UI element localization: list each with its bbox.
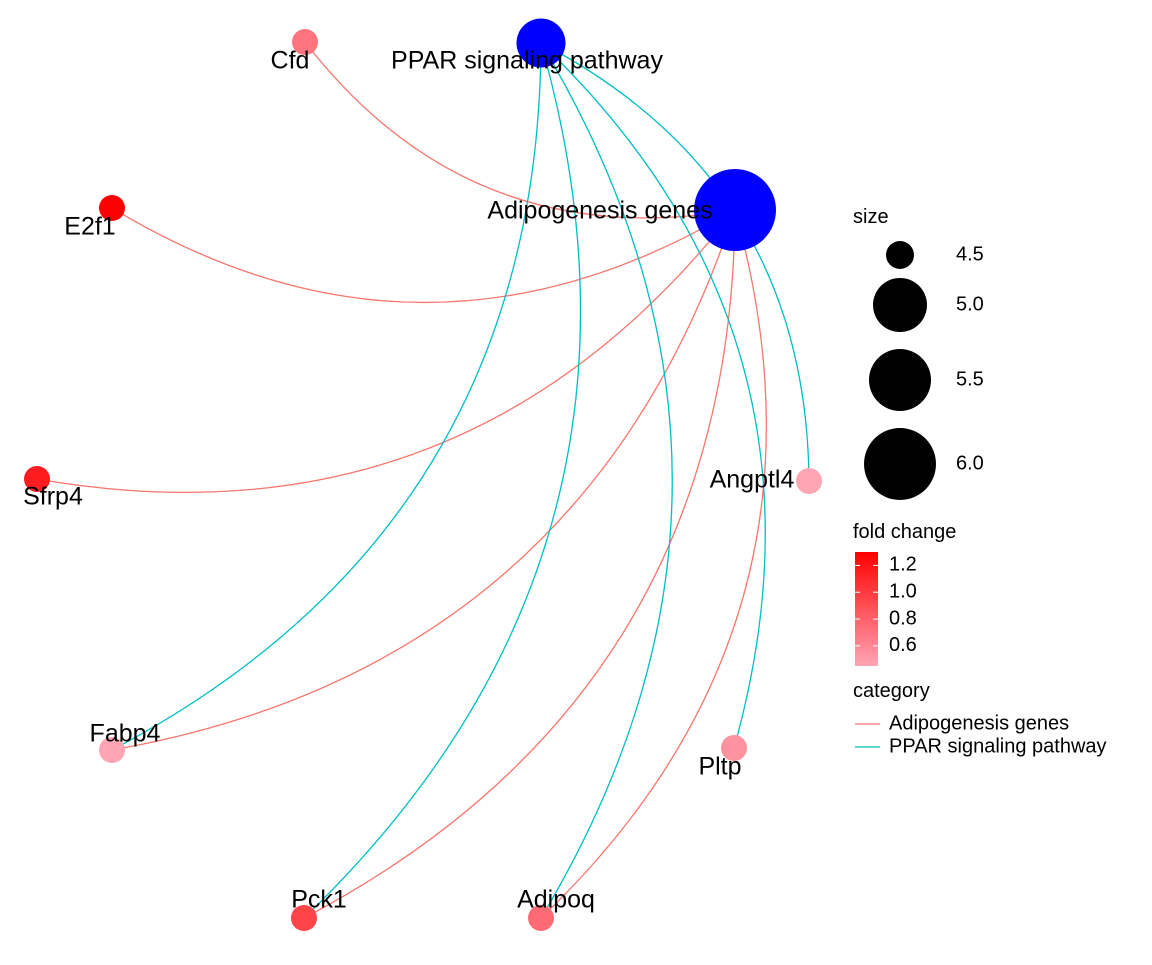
category-node-ppar: [516, 18, 566, 68]
legend-category-title: category: [853, 680, 930, 702]
gene-node-pltp: [721, 735, 747, 761]
category-node-adipo: [694, 169, 776, 251]
gene-label-cfd: Cfd: [271, 47, 310, 75]
edge-adipo-cfd: [304, 41, 736, 219]
edge-adipo-sfrp4: [36, 209, 736, 494]
gene-node-adipoq: [528, 905, 554, 931]
legend-size-dot: [869, 349, 931, 411]
edge-ppar-pck1: [303, 42, 582, 919]
legend-size-label: 4.5: [956, 243, 984, 265]
edge-adipo-adipoq: [540, 209, 767, 919]
category-label-ppar: PPAR signaling pathway: [391, 47, 663, 75]
edge-ppar-pltp: [540, 42, 766, 749]
legend-size: size 4.5 5.0 5.5 6.0: [853, 206, 984, 500]
legend-size-dot: [864, 428, 936, 500]
legend-size-title: size: [853, 206, 889, 228]
legend-size-items: 4.5 5.0 5.5 6.0: [864, 241, 984, 500]
fold-change-tick-label: 0.8: [889, 607, 917, 629]
gene-label-pltp: Pltp: [698, 753, 741, 781]
legend-fold-change-ticks: 1.2 1.0 0.8 0.6: [855, 554, 917, 656]
edges-layer: [36, 41, 810, 919]
legend-category-label: Adipogenesis genes: [889, 712, 1069, 734]
gene-node-sfrp4: [24, 466, 50, 492]
fold-change-tick-label: 1.2: [889, 554, 917, 576]
gene-node-angptl4: [796, 468, 822, 494]
fold-change-tick-label: 0.6: [889, 634, 917, 656]
category-label-adipo: Adipogenesis genes: [487, 197, 712, 225]
legend-size-dot: [873, 278, 927, 332]
gene-label-adipoq: Adipoq: [517, 886, 595, 914]
gene-label-pck1: Pck1: [291, 886, 347, 914]
legend-fold-change: fold change 1.2 1.0 0.8 0.6: [853, 521, 956, 666]
legend-category-label: PPAR signaling pathway: [889, 735, 1107, 757]
nodes-layer: [24, 18, 822, 931]
gene-node-pck1: [291, 905, 317, 931]
legend-size-label: 5.5: [956, 368, 984, 390]
legend-size-label: 6.0: [956, 452, 984, 474]
gene-node-cfd: [292, 29, 318, 55]
edge-ppar-adipoq: [540, 42, 673, 919]
gene-node-fabp4: [99, 737, 125, 763]
gene-label-sfrp4: Sfrp4: [23, 483, 83, 511]
edge-adipo-fabp4: [111, 209, 736, 751]
legend-size-dot: [886, 241, 914, 269]
fold-change-tick-label: 1.0: [889, 581, 917, 603]
edge-adipo-e2f1: [111, 207, 736, 304]
gene-label-angptl4: Angptl4: [710, 466, 795, 494]
edge-ppar-angptl4: [540, 42, 810, 482]
legend-fold-change-title: fold change: [853, 521, 956, 543]
legend: size 4.5 5.0 5.5 6.0 fold change 1.2 1.0 0.8 0…: [853, 206, 1107, 757]
edge-adipo-pck1: [303, 209, 736, 919]
fold-change-colorbar: [855, 552, 878, 666]
labels-layer: Cfd E2f1 Sfrp4 Fabp4 Pck1 Adipoq Pltp Angptl4 PP…: [23, 47, 794, 914]
legend-size-label: 5.0: [956, 293, 984, 315]
gene-label-fabp4: Fabp4: [90, 720, 161, 748]
gene-label-e2f1: E2f1: [64, 213, 115, 241]
gene-node-e2f1: [99, 195, 125, 221]
edge-ppar-fabp4: [111, 42, 542, 751]
